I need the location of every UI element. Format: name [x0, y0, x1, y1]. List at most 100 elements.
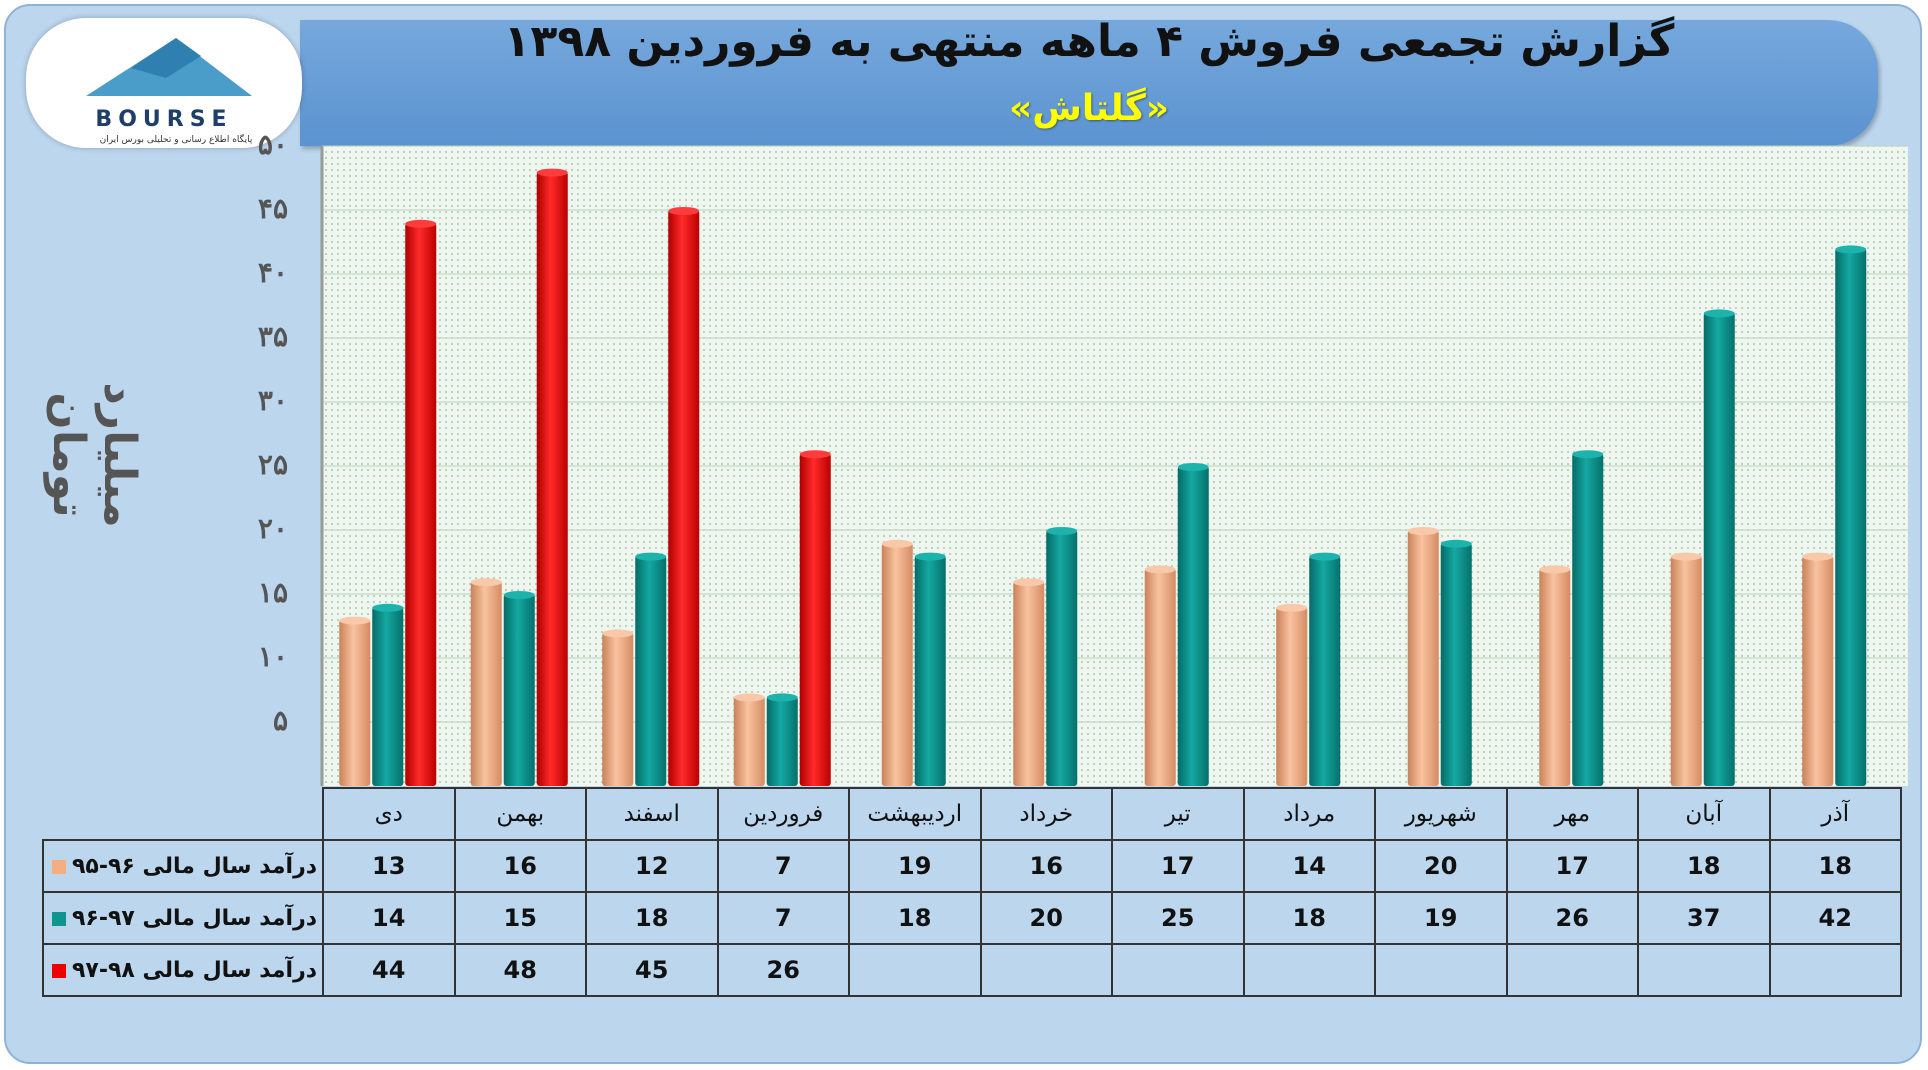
bar-cap	[602, 629, 634, 638]
table-corner	[43, 788, 324, 841]
y-tick-label: ۲۵	[257, 448, 288, 481]
table-cell: 14	[322, 891, 456, 945]
table-cell: 17	[1111, 839, 1245, 893]
table-cell: 7	[716, 891, 850, 945]
y-tick-label: ۱۵	[257, 576, 288, 609]
bar-cap	[1572, 450, 1604, 459]
bar-series-2	[536, 171, 568, 787]
bar-cap	[1539, 565, 1571, 574]
table-cell: 19	[848, 839, 982, 893]
legend-entry: درآمد سال مالی ۹۶-۹۵	[42, 839, 324, 893]
y-tick-label: ۴۵	[257, 192, 288, 225]
bar-series-1	[914, 555, 946, 786]
bar-cap	[635, 552, 667, 561]
bar-cap	[503, 591, 535, 599]
bars-group	[339, 168, 1867, 787]
bar-cap	[1013, 578, 1045, 587]
legend-entry: درآمد سال مالی ۹۸-۹۷	[42, 943, 324, 997]
table-cell	[1768, 943, 1902, 997]
bar-series-1	[635, 555, 667, 786]
bar-cap	[881, 539, 913, 548]
table-cell	[1242, 943, 1376, 997]
table-row: درآمد سال مالی ۹۶-۹۵ 13 16 12 7 19 16 17 14 20 17 1…	[42, 839, 1902, 893]
bar-cap	[1144, 565, 1176, 574]
table-cell: 18	[848, 891, 982, 945]
month-label: شهریور	[1374, 787, 1508, 841]
table-cell: 18	[1768, 839, 1902, 893]
bar-series-1	[372, 606, 404, 786]
bar-series-1	[1177, 466, 1209, 786]
table-cell: 26	[716, 943, 850, 997]
bar-series-0	[1539, 568, 1571, 786]
bar-cap	[668, 207, 700, 215]
bar-series-0	[1276, 606, 1308, 786]
bar-cap	[1276, 603, 1308, 612]
bar-series-0	[1670, 555, 1702, 786]
table-cell	[1505, 943, 1639, 997]
table-cell: 13	[322, 839, 456, 893]
bar-series-0	[602, 632, 634, 786]
table-cell: 16	[979, 839, 1113, 893]
bar-cap	[1440, 539, 1472, 548]
bar-cap	[799, 450, 831, 459]
bar-series-1	[1572, 453, 1604, 786]
month-label: آذر	[1768, 787, 1902, 841]
logo-caption: پایگاه اطلاع رسانی و تحلیلی بورس ایران	[100, 133, 253, 145]
bar-cap	[1309, 552, 1341, 561]
bar-series-1	[1309, 555, 1341, 786]
bar-cap	[1407, 527, 1439, 535]
y-axis-label: میلیارد تومان	[43, 382, 145, 528]
title-banner	[300, 20, 1878, 146]
table-cell: 19	[1374, 891, 1508, 945]
month-label: اردیبهشت	[848, 787, 982, 841]
bar-series-0	[881, 542, 913, 786]
bar-series-0	[733, 696, 765, 786]
bar-series-0	[339, 619, 371, 786]
bar-series-1	[766, 696, 798, 786]
bar-cap	[914, 552, 946, 561]
legend-label: درآمد سال مالی ۹۸-۹۷	[72, 957, 318, 983]
table-cell: 18	[1242, 891, 1376, 945]
legend-swatch	[52, 859, 66, 874]
legend-swatch	[52, 911, 66, 926]
legend-swatch	[52, 963, 66, 978]
bar-series-1	[1703, 312, 1735, 786]
bar-series-0	[1013, 581, 1045, 786]
table-cell: 12	[585, 839, 719, 893]
bar-cap	[339, 616, 371, 625]
month-label: دی	[322, 787, 456, 841]
month-label: خرداد	[979, 787, 1113, 841]
bar-chart	[320, 145, 1908, 787]
month-label: فروردین	[716, 787, 850, 841]
table-cell: 48	[453, 943, 587, 997]
bar-cap	[372, 603, 404, 612]
month-label: آبان	[1637, 787, 1771, 841]
y-tick-label: ۵۰	[257, 128, 288, 161]
y-tick-label: ۲۰	[257, 512, 288, 545]
bar-cap	[1703, 309, 1735, 318]
bar-series-0	[470, 581, 502, 786]
bar-series-1	[1046, 530, 1078, 786]
y-tick-label: ۳۵	[257, 320, 288, 353]
table-cell: 14	[1242, 839, 1376, 893]
bar-cap	[536, 168, 568, 177]
month-label: مهر	[1505, 787, 1639, 841]
bar-cap	[733, 693, 765, 702]
table-cell: 15	[453, 891, 587, 945]
table-cell: 45	[585, 943, 719, 997]
table-cell: 26	[1505, 891, 1639, 945]
bar-cap	[470, 578, 502, 587]
logo: BOURSE پایگاه اطلاع رسانی و تحلیلی بورس …	[26, 18, 302, 148]
table-cell: 18	[1637, 839, 1771, 893]
chart-title: گزارش تجمعی فروش ۴ ماهه منتهی به فروردین…	[503, 16, 1675, 67]
bar-series-1	[1835, 248, 1867, 786]
bar-cap	[1177, 463, 1209, 471]
bar-series-2	[405, 222, 437, 787]
bar-cap	[1670, 552, 1702, 561]
table-cell	[979, 943, 1113, 997]
bar-cap	[1835, 245, 1867, 254]
bar-series-0	[1407, 530, 1439, 786]
table-cell: 42	[1768, 891, 1902, 945]
table-cell: 25	[1111, 891, 1245, 945]
logo-peak-icon	[131, 38, 201, 78]
